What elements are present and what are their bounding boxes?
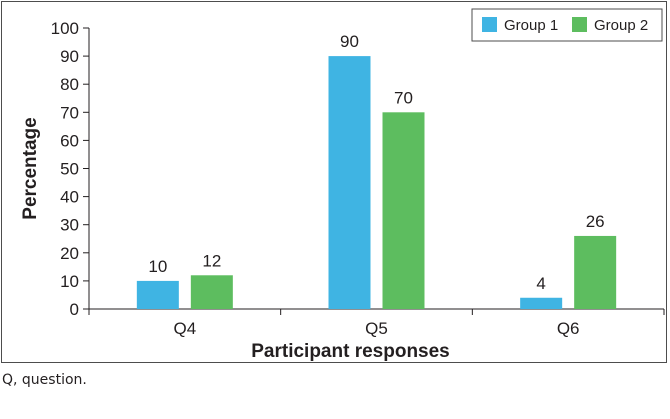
data-label: 4 (536, 274, 545, 293)
data-label: 70 (394, 88, 413, 107)
x-tick-label: Q6 (557, 319, 580, 338)
y-tick-label: 0 (70, 300, 79, 319)
x-tick-label: Q4 (173, 319, 196, 338)
bar (190, 275, 233, 309)
bar-chart: 0 10 20 30 40 50 60 70 80 90 100 10 12 Q4 90 70 Q5 4 26 Q6 P… (20, 8, 665, 362)
y-tick-label: 50 (60, 160, 79, 179)
data-label: 90 (340, 32, 359, 51)
y-tick-label: 40 (60, 188, 79, 207)
x-tick-label: Q5 (365, 319, 388, 338)
data-label: 12 (202, 251, 221, 270)
legend-swatch (482, 17, 497, 32)
x-axis-title: Participant responses (251, 341, 450, 362)
bar (520, 297, 563, 309)
bar (382, 112, 425, 309)
data-label: 26 (586, 212, 605, 231)
y-tick-label: 80 (60, 75, 79, 94)
legend-label: Group 2 (594, 17, 648, 34)
y-tick-label: 20 (60, 244, 79, 263)
bar (574, 235, 617, 309)
y-tick-label: 70 (60, 103, 79, 122)
chart-frame: 0 10 20 30 40 50 60 70 80 90 100 10 12 Q4 90 70 Q5 4 26 Q6 P… (1, 1, 667, 363)
y-tick-label: 10 (60, 272, 79, 291)
y-tick-label: 100 (51, 19, 79, 38)
bar (328, 56, 371, 309)
y-tick-label: 90 (60, 47, 79, 66)
chart-footnote: Q, question. (2, 372, 87, 388)
legend-swatch (572, 17, 587, 32)
legend-box (471, 8, 663, 42)
legend-label: Group 1 (504, 17, 558, 34)
y-tick-label: 30 (60, 216, 79, 235)
y-axis-title: Percentage (20, 117, 41, 219)
bar (136, 280, 179, 309)
y-tick-label: 60 (60, 131, 79, 150)
data-label: 10 (148, 257, 167, 276)
